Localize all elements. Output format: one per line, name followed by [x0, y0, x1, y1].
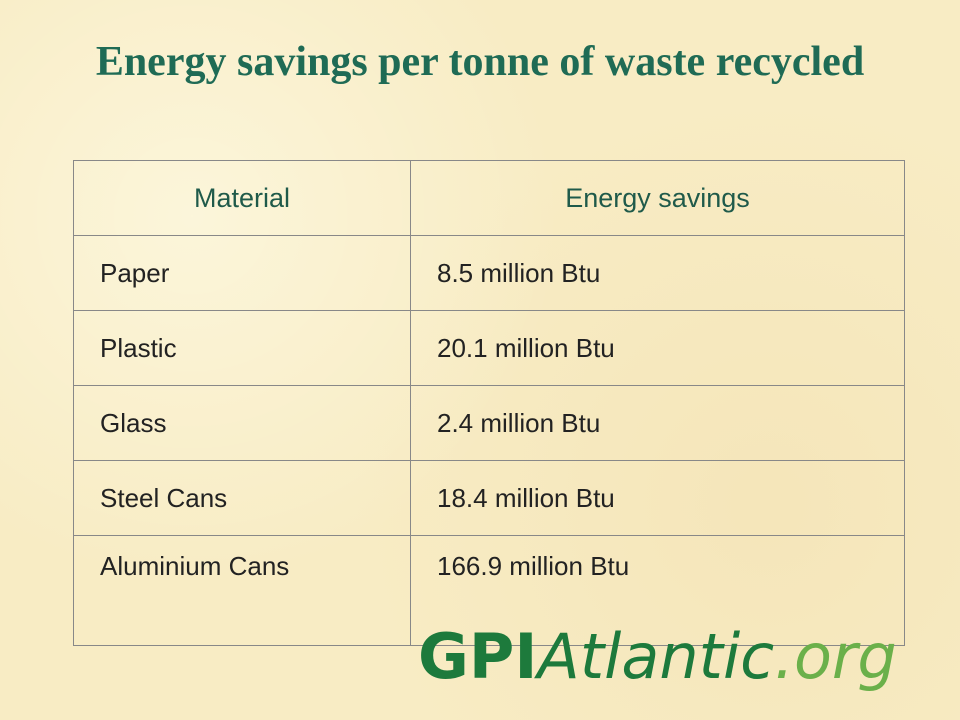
table-row: Plastic 20.1 million Btu: [73, 310, 905, 386]
table-cell: Plastic: [73, 310, 411, 386]
table-body: Paper 8.5 million Btu Plastic 20.1 million …: [73, 235, 905, 646]
title: Energy savings per tonne of waste recycl…: [95, 39, 865, 85]
table-row: Paper 8.5 million Btu: [73, 235, 905, 311]
table-cell: 18.4 million Btu: [410, 460, 905, 536]
table-row: Steel Cans 18.4 million Btu: [73, 460, 905, 536]
table-cell: Glass: [73, 385, 411, 461]
table-row: Aluminium Cans 166.9 million Btu: [73, 535, 905, 646]
column-header: Energy savings: [410, 160, 905, 236]
logo-gpi: GPI: [418, 620, 538, 693]
table-cell: Aluminium Cans: [73, 535, 411, 646]
table-cell: Paper: [73, 235, 411, 311]
header-row: Material Energy savings: [73, 160, 905, 236]
logo: GPIAtlantic.org: [418, 622, 897, 693]
table-cell: 8.5 million Btu: [410, 235, 905, 311]
table-cell: 2.4 million Btu: [410, 385, 905, 461]
table-cell: 166.9 million Btu: [410, 535, 905, 646]
table: Material Energy savings Paper 8.5 million…: [73, 160, 905, 646]
column-header: Material: [73, 160, 411, 236]
logo-atlantic: Atlantic: [537, 620, 775, 693]
table-row: Glass 2.4 million Btu: [73, 385, 905, 461]
logo-org: .org: [774, 620, 897, 693]
table-cell: Steel Cans: [73, 460, 411, 536]
table-cell: 20.1 million Btu: [410, 310, 905, 386]
